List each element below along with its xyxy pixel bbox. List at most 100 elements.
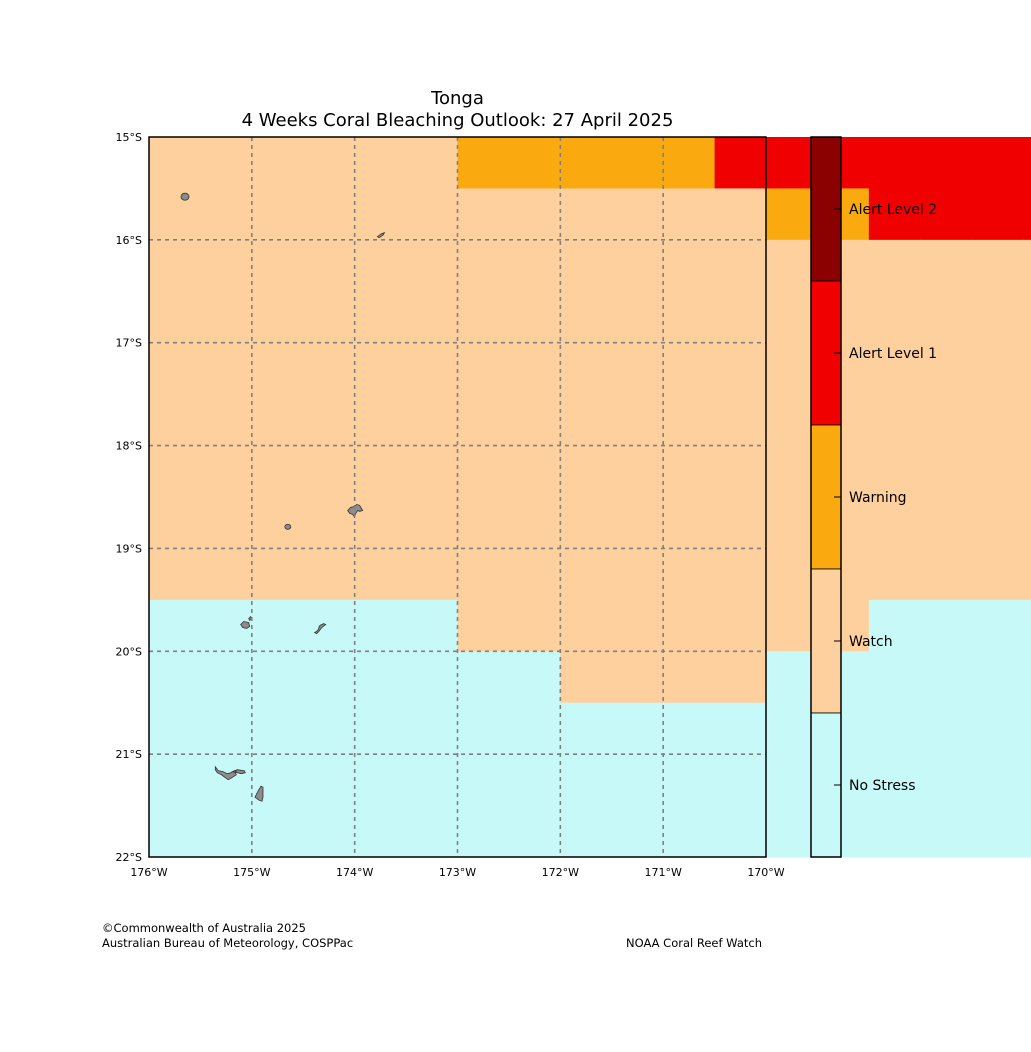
alert-cell [560, 291, 613, 344]
alert-cell [251, 497, 304, 550]
alert-cell [766, 497, 819, 550]
alert-cell [251, 445, 304, 498]
alert-cell [611, 291, 664, 344]
alert-cell [1023, 291, 1031, 344]
alert-cell [406, 188, 459, 241]
alert-cell [1023, 702, 1031, 755]
alert-cell [868, 291, 921, 344]
alert-cell [560, 445, 613, 498]
alert-cell [611, 702, 664, 755]
alert-cell [303, 651, 356, 704]
alert-cell [354, 394, 407, 447]
alert-cell [1023, 754, 1031, 807]
alert-cell [868, 805, 921, 858]
alert-cell [457, 651, 510, 704]
alert-cell [663, 394, 716, 447]
alert-cell [611, 239, 664, 292]
alert-cell [457, 188, 510, 241]
alert-cell [200, 548, 253, 601]
alert-cell [303, 394, 356, 447]
lon-tick-label: 175°W [233, 866, 270, 879]
alert-cell [457, 291, 510, 344]
alert-cell [354, 497, 407, 550]
alert-cell [1023, 137, 1031, 190]
alert-cell [354, 445, 407, 498]
footer-copyright: ©Commonwealth of Australia 2025 [102, 921, 307, 935]
alert-cell [971, 291, 1024, 344]
alert-cell [303, 497, 356, 550]
alert-cell [354, 702, 407, 755]
alert-cell [920, 291, 973, 344]
alert-cell [508, 754, 561, 807]
alert-cell [406, 599, 459, 652]
lat-tick-label: 21°S [116, 748, 142, 761]
alert-cell [406, 291, 459, 344]
map-frame [148, 136, 767, 858]
alert-cell [457, 239, 510, 292]
island-north-west [180, 192, 190, 201]
alert-cell [508, 805, 561, 858]
alert-cell [920, 342, 973, 395]
alert-cell [457, 548, 510, 601]
alert-cell [251, 137, 304, 190]
alert-cell [200, 445, 253, 498]
alert-cell [303, 137, 356, 190]
lon-tick-label: 170°W [747, 866, 784, 879]
alert-cell [508, 548, 561, 601]
alert-cell [971, 497, 1024, 550]
alert-cell [971, 651, 1024, 704]
alert-cell [508, 497, 561, 550]
alert-cell [766, 548, 819, 601]
alert-cell [149, 754, 202, 807]
colorbar-label: Alert Level 2 [849, 202, 937, 218]
alert-cell [508, 394, 561, 447]
alert-cell [611, 445, 664, 498]
alert-cell [406, 754, 459, 807]
alert-cell [766, 599, 819, 652]
alert-cell [766, 445, 819, 498]
alert-cell [971, 599, 1024, 652]
alert-cell [868, 497, 921, 550]
island-north-central [376, 232, 386, 239]
alert-cell [714, 599, 767, 652]
alert-cell [303, 599, 356, 652]
alert-cell [663, 651, 716, 704]
alert-cell [149, 805, 202, 858]
alert-cell [560, 188, 613, 241]
alert-cell [1023, 342, 1031, 395]
alert-cell [611, 805, 664, 858]
colorbar-label: Watch [849, 634, 893, 650]
footer-credit: NOAA Coral Reef Watch [626, 936, 762, 950]
alert-cell [560, 754, 613, 807]
alert-cell [766, 754, 819, 807]
alert-cell [508, 291, 561, 344]
alert-cell [611, 497, 664, 550]
alert-cell [663, 291, 716, 344]
alert-cell [149, 548, 202, 601]
alert-cell [406, 239, 459, 292]
alert-cell [508, 445, 561, 498]
alert-cell [457, 497, 510, 550]
alert-cell [354, 137, 407, 190]
alert-cell [251, 342, 304, 395]
alert-cell [149, 394, 202, 447]
alert-cell [457, 599, 510, 652]
alert-cell [971, 548, 1024, 601]
alert-cell [663, 188, 716, 241]
alert-cell [200, 342, 253, 395]
alert-cell [1023, 805, 1031, 858]
map-subtitle: 4 Weeks Coral Bleaching Outlook: 27 Apri… [241, 110, 674, 131]
alert-cell [303, 754, 356, 807]
alert-cell [971, 137, 1024, 190]
alert-cell [303, 291, 356, 344]
alert-cell [868, 188, 921, 241]
alert-cell [971, 754, 1024, 807]
alert-cell [560, 497, 613, 550]
alert-cell [200, 497, 253, 550]
alert-cell [303, 239, 356, 292]
alert-cell [663, 137, 716, 190]
lon-tick-label: 171°W [644, 866, 681, 879]
alert-cell [714, 291, 767, 344]
alert-cell [1023, 239, 1031, 292]
alert-cell [920, 548, 973, 601]
